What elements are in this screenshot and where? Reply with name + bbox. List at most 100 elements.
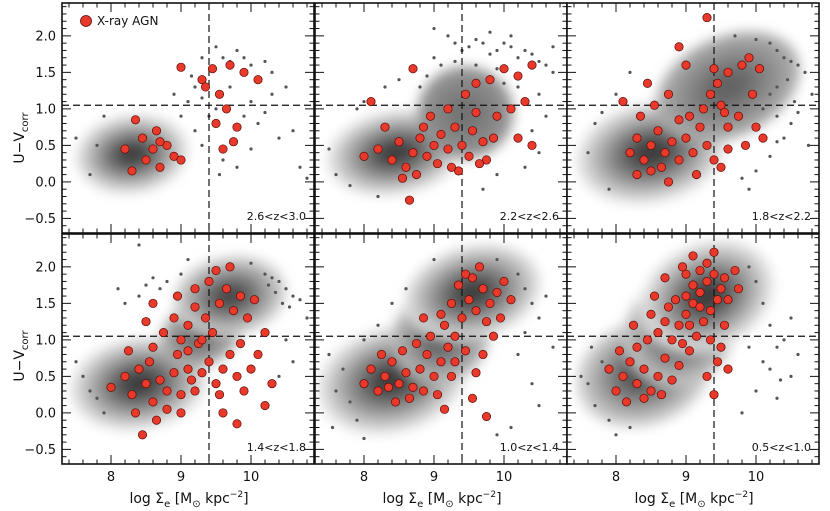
agn-point	[660, 148, 670, 158]
field-galaxy-point	[242, 56, 246, 60]
field-galaxy-point	[425, 74, 429, 78]
agn-point	[190, 386, 200, 396]
agn-point	[674, 360, 684, 370]
agn-point	[214, 298, 225, 308]
field-galaxy-point	[551, 345, 555, 349]
y-tick-label: 2.0	[35, 29, 56, 44]
field-galaxy-point	[754, 279, 758, 284]
legend: X-ray AGN	[80, 14, 158, 28]
field-galaxy-point	[488, 52, 492, 56]
agn-point	[190, 284, 200, 294]
agn-point	[674, 115, 684, 125]
field-galaxy-point	[474, 63, 478, 67]
agn-point	[688, 298, 698, 308]
field-galaxy-point	[775, 396, 779, 400]
field-galaxy-point	[782, 136, 786, 140]
field-galaxy-point	[432, 257, 436, 262]
field-galaxy-point	[88, 172, 92, 177]
x-tick-label: 10	[496, 470, 513, 485]
agn-point	[404, 393, 415, 403]
field-galaxy-point	[488, 30, 492, 34]
field-galaxy-point	[775, 85, 779, 89]
field-galaxy-point	[586, 151, 590, 155]
agn-point	[394, 379, 404, 389]
agn-point	[660, 273, 670, 283]
agn-point	[225, 262, 235, 272]
agn-point	[204, 357, 214, 367]
agn-point	[183, 320, 193, 330]
agn-point	[211, 118, 221, 129]
agn-point	[719, 320, 730, 330]
x-tick-label: 8	[360, 470, 368, 485]
agn-point	[432, 159, 443, 169]
agn-point	[695, 302, 705, 312]
density-level	[380, 143, 411, 163]
agn-point	[404, 195, 415, 205]
field-galaxy-point	[628, 425, 632, 430]
agn-point	[681, 291, 691, 301]
field-galaxy-point	[116, 287, 120, 291]
agn-point	[232, 419, 242, 429]
agn-point	[478, 349, 488, 360]
field-galaxy-point	[137, 243, 141, 247]
y-tick-label: 1.0	[35, 333, 56, 348]
agn-point	[471, 107, 481, 118]
agn-point	[130, 408, 141, 418]
field-galaxy-point	[179, 114, 183, 118]
agn-point	[439, 320, 450, 330]
agn-point	[457, 140, 467, 150]
y-tick-label: 1.5	[35, 66, 56, 81]
agn-point	[176, 155, 186, 165]
agn-point	[200, 82, 211, 92]
redshift-range-label: 2.2<z<2.6	[500, 210, 559, 223]
agn-point	[639, 364, 649, 374]
field-galaxy-point	[439, 63, 443, 67]
field-galaxy-point	[298, 165, 302, 169]
field-galaxy-point	[495, 48, 499, 53]
field-galaxy-point	[263, 59, 267, 64]
x-axis-title-1: log Σe [M⊙ kpc−2]	[129, 490, 248, 510]
agn-point	[709, 64, 719, 74]
agn-point	[467, 126, 478, 136]
agn-point	[513, 133, 523, 143]
agn-point	[632, 170, 642, 180]
agn-point	[158, 328, 169, 338]
agn-point	[214, 89, 225, 99]
field-galaxy-point	[327, 147, 331, 151]
field-galaxy-point	[102, 114, 106, 118]
field-galaxy-point	[165, 279, 169, 284]
field-galaxy-point	[348, 400, 352, 404]
field-galaxy-point	[214, 45, 218, 49]
y-tick-label: −0.5	[24, 443, 56, 458]
agn-point	[492, 111, 502, 121]
field-galaxy-point	[481, 187, 485, 191]
agn-point	[457, 313, 467, 323]
agn-point	[478, 284, 488, 294]
field-galaxy-point	[144, 283, 148, 287]
agn-point	[366, 364, 376, 374]
agn-point	[127, 390, 137, 400]
agn-point	[183, 364, 193, 374]
agn-point	[639, 393, 649, 403]
agn-point	[688, 148, 698, 158]
field-galaxy-point	[432, 56, 436, 60]
agn-point	[141, 155, 151, 165]
field-galaxy-point	[495, 433, 499, 437]
ticks	[62, 234, 314, 464]
field-galaxy-point	[263, 110, 267, 115]
agn-point	[621, 397, 632, 407]
redshift-range-label: 1.8<z<2.2	[752, 210, 811, 223]
agn-point	[380, 371, 390, 381]
agn-point	[239, 386, 249, 396]
field-galaxy-point	[291, 294, 295, 298]
field-galaxy-point	[600, 360, 604, 364]
agn-point	[422, 151, 432, 161]
x-tick-label: 9	[177, 470, 185, 485]
field-galaxy-point	[273, 290, 278, 295]
panel-background	[62, 3, 314, 233]
agn-point	[677, 338, 688, 349]
field-galaxy-point	[754, 389, 758, 393]
agn-point	[527, 60, 537, 70]
field-galaxy-point	[768, 92, 772, 96]
agn-point	[642, 78, 653, 88]
